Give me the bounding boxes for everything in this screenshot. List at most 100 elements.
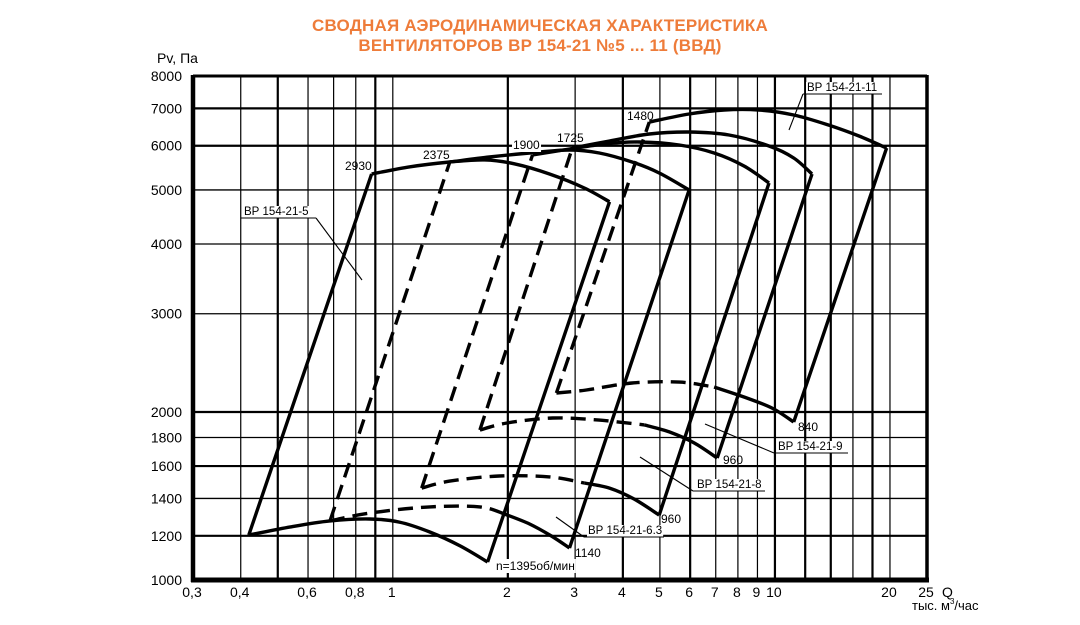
chart-title-line-2: ВЕНТИЛЯТОРОВ ВР 154-21 №5 ... 11 (ВВД) bbox=[358, 36, 722, 55]
axis-ticks: 8000 7000 6000 5000 4000 3000 2000 1800 1600 1400… bbox=[151, 68, 934, 600]
fan-5-min-speed-curve bbox=[248, 517, 489, 564]
fan-6-3-right-boundary bbox=[567, 189, 691, 549]
x-tick-label: 2 bbox=[503, 584, 511, 600]
y-axis-label: Pv, Па bbox=[157, 50, 198, 66]
fan-model-label: ВР 154-21-8 bbox=[697, 479, 762, 491]
label-background bbox=[495, 559, 576, 573]
y-tick-label: 4000 bbox=[151, 236, 182, 252]
y-tick-label: 8000 bbox=[151, 68, 182, 84]
fan-series-11 bbox=[554, 107, 889, 424]
x-tick-label: 6 bbox=[685, 584, 693, 600]
fan-11-min-speed-curve bbox=[713, 385, 795, 424]
y-tick-label: 7000 bbox=[151, 100, 182, 116]
fan-label: ВР 154-21-8 bbox=[639, 456, 765, 492]
x-unit-superscript: 3 bbox=[950, 597, 955, 606]
x-tick-label: 10 bbox=[766, 584, 782, 600]
rpm-label: 1725 bbox=[557, 131, 584, 145]
speed-label: 2375 bbox=[423, 148, 450, 162]
y-tick-label: 5000 bbox=[151, 182, 182, 198]
fan-series-5 bbox=[247, 158, 612, 564]
fan-label: ВР 154-21-9 bbox=[704, 423, 848, 454]
leader-line bbox=[555, 516, 585, 538]
x-tick-label: 7 bbox=[711, 584, 719, 600]
leader-line bbox=[315, 217, 363, 281]
y-tick-label: 1600 bbox=[151, 458, 182, 474]
fan-9-right-boundary bbox=[715, 173, 814, 459]
fan-series-6-3 bbox=[328, 148, 691, 550]
speed-label: 1480 bbox=[627, 109, 654, 123]
fan-9-min-speed-curve bbox=[643, 423, 719, 460]
fan-11-right-boundary bbox=[792, 147, 889, 423]
fan-9-min-speed-curve-dashed bbox=[479, 416, 645, 432]
plot-frame bbox=[190, 74, 929, 583]
rpm-label: n=1395об/мин bbox=[496, 559, 575, 573]
x-tick-label: 3 bbox=[570, 584, 578, 600]
speed-label: 960 bbox=[661, 512, 681, 526]
fan-8-min-speed-curve bbox=[583, 481, 661, 517]
x-tick-label: 8 bbox=[733, 584, 741, 600]
fan-6-3-min-speed-curve-dashed bbox=[329, 504, 506, 523]
fan-label: ВР 154-21-6.3 bbox=[555, 516, 664, 538]
label-background bbox=[243, 206, 310, 218]
fan-8-left-boundary bbox=[420, 154, 535, 489]
fan-label: ВР 154-21-5 bbox=[241, 206, 363, 281]
rpm-label: 2930 bbox=[345, 159, 372, 173]
leader-line bbox=[788, 93, 804, 131]
fan-11-left-boundary bbox=[554, 121, 651, 394]
fan-11-min-speed-curve-dashed bbox=[556, 380, 715, 395]
label-background bbox=[806, 82, 879, 94]
leader-line bbox=[639, 456, 694, 492]
x-axis-label: Q bbox=[942, 584, 953, 600]
fan-5-max-speed-curve bbox=[371, 158, 611, 204]
rpm-label: 1140 bbox=[575, 546, 601, 560]
x-tick-label: 0,8 bbox=[345, 584, 365, 600]
x-tick-label: 5 bbox=[655, 584, 663, 600]
speed-label: 1725 bbox=[557, 131, 584, 145]
grid bbox=[193, 76, 927, 580]
x-unit-suffix: /час bbox=[954, 598, 979, 613]
leader-line bbox=[704, 423, 775, 454]
rpm-label: 1900 bbox=[513, 138, 540, 152]
fan-5-left-boundary bbox=[247, 173, 374, 536]
fan-6-3-min-speed-curve bbox=[503, 512, 571, 550]
x-tick-label: 0,6 bbox=[297, 584, 317, 600]
y-tick-label: 3000 bbox=[151, 306, 182, 322]
x-tick-label: 4 bbox=[618, 584, 626, 600]
fan-model-label: ВР 154-21-6.3 bbox=[588, 525, 662, 537]
label-background bbox=[777, 441, 844, 453]
fan-8-right-boundary bbox=[657, 182, 771, 516]
x-axis-unit: тыс. м3/час bbox=[912, 597, 979, 613]
y-tick-label: 1400 bbox=[151, 490, 182, 506]
fan-6-3-max-speed-curve bbox=[449, 148, 690, 192]
speed-label: 840 bbox=[798, 420, 818, 434]
label-background bbox=[587, 525, 664, 537]
rpm-label: 840 bbox=[798, 420, 818, 434]
fan-series-9 bbox=[478, 130, 814, 460]
fan-9-left-boundary bbox=[478, 147, 574, 431]
y-tick-label: 1000 bbox=[151, 572, 182, 588]
fan-curves bbox=[247, 107, 889, 564]
rpm-label: 1480 bbox=[627, 109, 654, 123]
speed-label: n=1395об/мин bbox=[495, 559, 576, 573]
label-background bbox=[696, 479, 763, 491]
fan-model-label: ВР 154-21-5 bbox=[244, 206, 309, 218]
x-tick-label: 0,3 bbox=[182, 584, 202, 600]
x-unit-prefix: тыс. м bbox=[912, 598, 950, 613]
y-tick-label: 2000 bbox=[151, 404, 182, 420]
y-tick-label: 1200 bbox=[151, 528, 182, 544]
fan-series-8 bbox=[420, 140, 771, 517]
fan-11-max-speed-curve bbox=[648, 107, 888, 150]
y-tick-label: 1800 bbox=[151, 430, 182, 446]
chart-title-line-1: СВОДНАЯ АЭРОДИНАМИЧЕСКАЯ ХАРАКТЕРИСТИКА bbox=[312, 16, 768, 35]
rpm-label: 2375 bbox=[423, 148, 450, 162]
label-background bbox=[512, 138, 542, 152]
x-tick-label: 25 bbox=[918, 584, 934, 600]
y-tick-label: 6000 bbox=[151, 138, 182, 154]
fan-6-3-left-boundary bbox=[328, 161, 452, 522]
x-tick-label: 20 bbox=[881, 584, 897, 600]
fan-5-right-boundary bbox=[485, 201, 612, 563]
speed-label: 1900 bbox=[512, 138, 542, 152]
fan-label: ВР 154-21-11 bbox=[788, 82, 882, 131]
